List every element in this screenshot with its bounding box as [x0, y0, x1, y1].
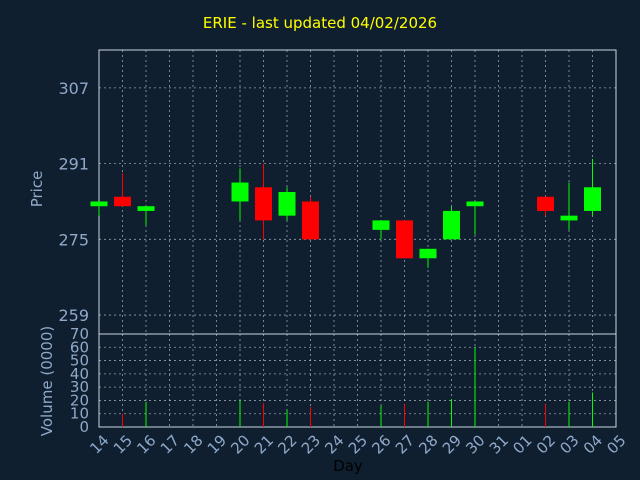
candle-body	[137, 206, 155, 211]
candle-body	[255, 187, 272, 221]
candle-body	[278, 192, 296, 216]
x-tick-label: 15	[110, 431, 136, 457]
x-tick-label: 14	[86, 431, 112, 457]
volume-tick-label: 40	[70, 365, 89, 383]
candle-body	[443, 210, 460, 240]
x-tick-label: 20	[227, 431, 253, 457]
candle-body	[372, 220, 390, 230]
price-tick-label: 259	[58, 306, 89, 325]
x-tick-label: 26	[368, 431, 394, 457]
x-tick-label: 23	[298, 431, 324, 457]
x-tick-label: 01	[509, 431, 535, 457]
candle-body	[560, 215, 578, 221]
x-tick-label: 28	[415, 431, 441, 457]
candle-body	[584, 187, 601, 211]
x-tick-label: 29	[439, 431, 465, 457]
x-tick-label: 31	[486, 431, 512, 457]
volume-tick-label: 30	[70, 378, 89, 396]
candle-body	[396, 220, 413, 259]
volume-tick-label: 70	[70, 325, 89, 343]
x-tick-label: 25	[345, 431, 371, 457]
chart-title: ERIE - last updated 04/02/2026	[202, 14, 438, 32]
candle-body	[90, 201, 108, 207]
x-tick-label: 19	[204, 431, 230, 457]
candle-body	[302, 201, 319, 240]
price-tick-label: 307	[58, 79, 89, 98]
x-tick-label: 17	[157, 431, 183, 457]
volume-tick-label: 50	[70, 352, 89, 370]
volume-tick-label: 20	[70, 391, 89, 409]
x-tick-label: 03	[556, 431, 582, 457]
candle-body	[419, 248, 437, 259]
x-tick-label: 21	[251, 431, 277, 457]
price-axis-label: Price	[28, 171, 46, 208]
candle-body	[231, 182, 249, 202]
x-tick-label: 02	[533, 431, 559, 457]
candle-body	[114, 196, 131, 207]
volume-tick-label: 0	[79, 418, 89, 436]
price-tick-label: 275	[58, 230, 89, 249]
volume-tick-label: 10	[70, 405, 89, 423]
x-tick-label: 18	[180, 431, 206, 457]
x-tick-label: 24	[321, 431, 347, 457]
x-tick-label: 05	[603, 431, 629, 457]
x-tick-label: 27	[392, 431, 418, 457]
price-tick-label: 291	[58, 155, 89, 174]
volume-axis-label: Volume (0000)	[38, 326, 56, 436]
x-tick-label: 22	[274, 431, 300, 457]
x-axis-label: Day	[333, 457, 363, 475]
candle-body	[537, 196, 554, 211]
x-tick-label: 30	[462, 431, 488, 457]
x-tick-label: 16	[133, 431, 159, 457]
volume-tick-label: 60	[70, 338, 89, 356]
x-tick-label: 04	[580, 431, 606, 457]
candle-body	[466, 201, 484, 207]
